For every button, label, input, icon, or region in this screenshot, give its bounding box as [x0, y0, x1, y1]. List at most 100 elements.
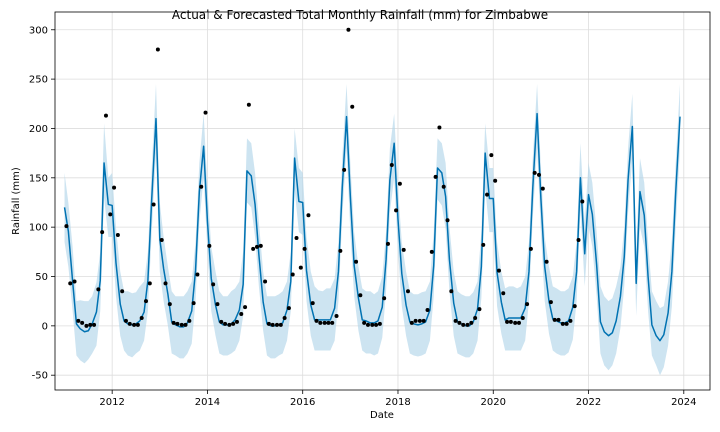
actual-point: [505, 319, 510, 324]
actual-point: [489, 153, 494, 158]
actual-point: [286, 306, 291, 311]
actual-point: [132, 322, 137, 327]
actual-point: [270, 322, 275, 327]
actual-point: [274, 322, 279, 327]
actual-point: [227, 322, 232, 327]
actual-point: [234, 319, 239, 324]
actual-point: [496, 268, 501, 273]
actual-point: [473, 315, 478, 320]
actual-point: [199, 184, 204, 189]
actual-point: [84, 323, 89, 328]
actual-point: [342, 167, 347, 172]
y-tick-label: 0: [42, 321, 48, 332]
actual-point: [139, 315, 144, 320]
actual-point: [179, 322, 184, 327]
actual-point: [251, 246, 256, 251]
actual-point: [108, 212, 113, 217]
actual-point: [481, 242, 486, 247]
x-tick-label: 2012: [99, 397, 124, 408]
actual-point: [159, 237, 164, 242]
actual-point: [441, 184, 446, 189]
actual-point: [151, 202, 156, 207]
actual-point: [485, 192, 490, 197]
actual-point: [258, 243, 263, 248]
actual-point: [394, 208, 399, 213]
actual-point: [282, 315, 287, 320]
actual-point: [191, 301, 196, 306]
actual-point: [397, 181, 402, 186]
actual-point: [92, 322, 97, 327]
actual-point: [540, 186, 545, 191]
actual-point: [354, 259, 359, 264]
actual-point: [445, 218, 450, 223]
y-tick-label: 200: [29, 124, 48, 135]
x-tick-label: 2016: [290, 397, 315, 408]
x-tick-label: 2024: [671, 397, 696, 408]
actual-point: [560, 321, 565, 326]
actual-point: [544, 259, 549, 264]
x-axis-ticks: 2012 2014 2016 2018 2020 2022 2024: [99, 390, 697, 408]
actual-point: [306, 213, 311, 218]
y-tick-label: 150: [29, 173, 48, 184]
x-tick-label: 2020: [481, 397, 506, 408]
actual-point: [493, 178, 498, 183]
actual-points: [64, 27, 585, 328]
chart-title: Actual & Forecasted Total Monthly Rainfa…: [172, 8, 548, 22]
actual-point: [520, 315, 525, 320]
actual-point: [370, 322, 375, 327]
actual-point: [449, 289, 454, 294]
actual-point: [219, 319, 224, 324]
actual-point: [243, 305, 248, 310]
actual-point: [123, 318, 128, 323]
actual-point: [183, 322, 188, 327]
actual-point: [362, 320, 367, 325]
x-axis-label: Date: [370, 410, 394, 421]
actual-point: [143, 299, 148, 304]
actual-point: [68, 281, 73, 286]
y-tick-label: 50: [35, 272, 48, 283]
actual-point: [100, 230, 105, 235]
actual-point: [425, 308, 430, 313]
actual-point: [64, 224, 69, 229]
actual-point: [513, 320, 518, 325]
actual-point: [453, 318, 458, 323]
actual-point: [532, 170, 537, 175]
x-tick-label: 2014: [195, 397, 220, 408]
actual-point: [508, 319, 513, 324]
actual-point: [155, 47, 160, 52]
actual-point: [290, 272, 295, 277]
actual-point: [330, 320, 335, 325]
actual-point: [215, 302, 220, 307]
actual-point: [572, 304, 577, 309]
actual-point: [254, 244, 259, 249]
actual-point: [377, 321, 382, 326]
actual-point: [338, 248, 343, 253]
y-tick-label: 300: [29, 25, 48, 36]
actual-point: [314, 318, 319, 323]
y-axis-ticks: -50 0 50 100 150 200 250 300: [29, 25, 55, 382]
actual-point: [552, 317, 557, 322]
actual-point: [437, 125, 442, 130]
actual-point: [120, 289, 125, 294]
actual-point: [350, 104, 355, 109]
actual-point: [334, 313, 339, 318]
actual-point: [310, 301, 315, 306]
actual-point: [389, 162, 394, 167]
actual-point: [302, 246, 307, 251]
actual-point: [167, 302, 172, 307]
actual-point: [239, 312, 244, 317]
actual-point: [112, 185, 117, 190]
actual-point: [501, 291, 506, 296]
actual-point: [401, 247, 406, 252]
actual-point: [80, 320, 85, 325]
actual-point: [477, 307, 482, 312]
actual-point: [298, 265, 303, 270]
actual-point: [580, 199, 585, 204]
actual-point: [294, 236, 299, 241]
actual-point: [195, 272, 200, 277]
actual-point: [433, 174, 438, 179]
actual-point: [461, 322, 466, 327]
actual-point: [385, 241, 390, 246]
actual-point: [115, 233, 120, 238]
